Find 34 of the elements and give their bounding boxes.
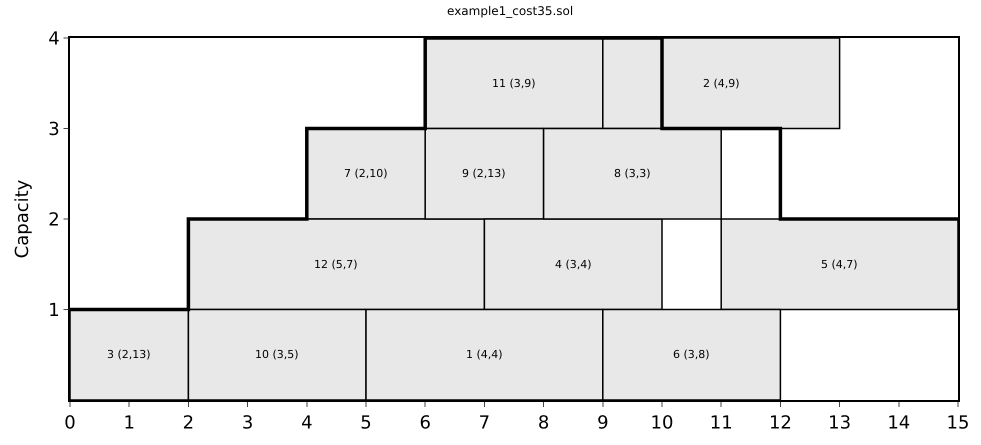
x-tick-label: 8	[538, 412, 550, 434]
annotation: 11 (3,9)	[492, 77, 536, 90]
x-tick-label: 10	[650, 412, 674, 434]
x-tick-label: 13	[828, 412, 852, 434]
x-tick-label: 0	[64, 412, 76, 434]
x-tick-label: 1	[123, 412, 135, 434]
annotation: 12 (5,7)	[314, 258, 358, 271]
annotation: 10 (3,5)	[255, 348, 299, 361]
annotation: 8 (3,3)	[614, 167, 651, 180]
x-tick-label: 11	[710, 412, 733, 434]
x-tick-label: 7	[478, 412, 490, 434]
x-tick-label: 2	[182, 412, 194, 434]
annotation: 3 (2,13)	[107, 348, 151, 361]
annotation: 1 (4,4)	[466, 348, 503, 361]
x-tick-label: 3	[242, 412, 254, 434]
y-axis-title: Capacity	[12, 179, 33, 258]
annotation: 4 (3,4)	[555, 258, 592, 271]
x-tick-label: 5	[360, 412, 372, 434]
y-tick-label: 4	[48, 28, 60, 50]
annotation: 2 (4,9)	[703, 77, 740, 90]
chart-title: example1_cost35.sol	[447, 4, 574, 18]
x-tick-label: 6	[419, 412, 431, 434]
x-tick-label: 4	[301, 412, 313, 434]
y-tick-label: 2	[48, 209, 60, 230]
x-tick-label: 12	[768, 412, 792, 434]
annotation: 7 (2,10)	[344, 167, 388, 180]
x-tick-label: 9	[597, 412, 609, 434]
annotation: 6 (3,8)	[673, 348, 710, 361]
annotation: 5 (4,7)	[821, 258, 858, 271]
x-tick-label: 14	[887, 412, 910, 434]
annotation: 9 (2,13)	[462, 167, 506, 180]
x-tick-label: 15	[946, 412, 970, 434]
y-tick-label: 3	[48, 118, 60, 140]
y-tick-label: 1	[48, 300, 60, 321]
